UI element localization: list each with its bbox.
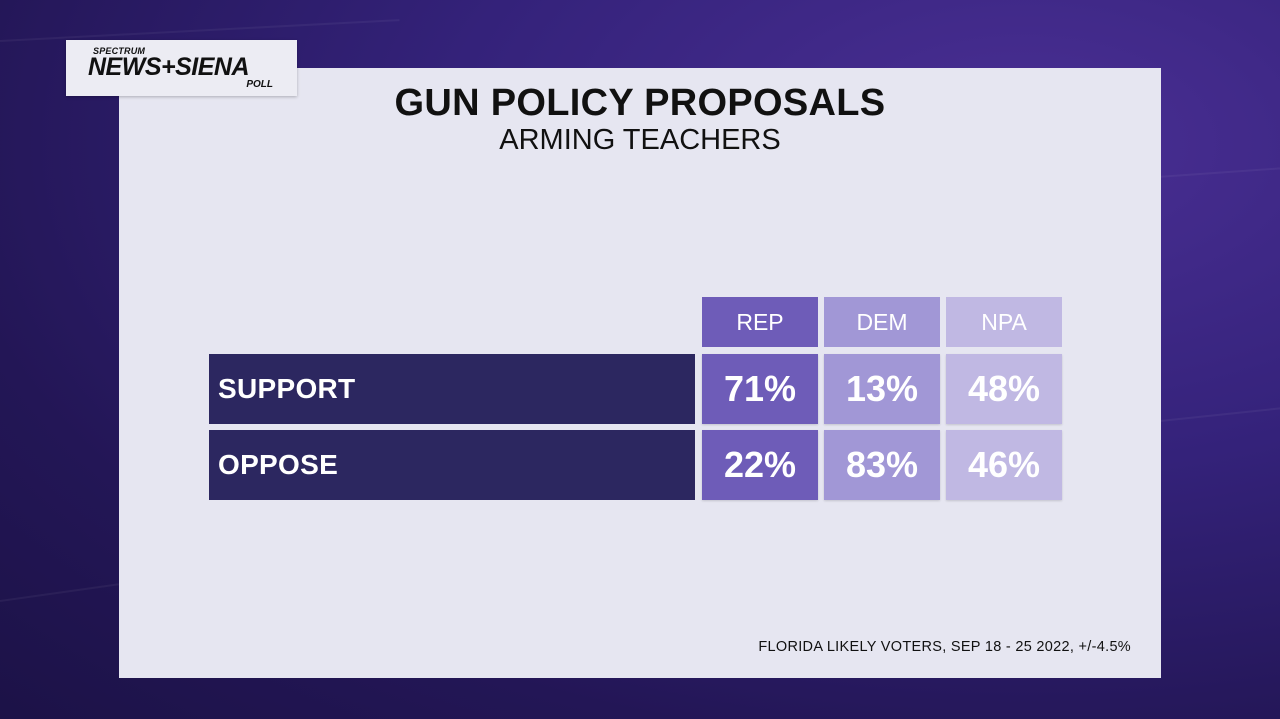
spectrum-siena-logo: SPECTRUM NEWS+SIENA POLL bbox=[66, 40, 297, 96]
cell-oppose-npa: 46% bbox=[946, 430, 1062, 500]
column-header-dem: DEM bbox=[824, 297, 940, 347]
background-streak bbox=[0, 583, 119, 602]
cell-oppose-rep: 22% bbox=[702, 430, 818, 500]
column-header-rep: REP bbox=[702, 297, 818, 347]
logo-main-text: NEWS+SIENA bbox=[88, 53, 250, 81]
row-label-oppose: OPPOSE bbox=[209, 430, 695, 500]
cell-support-npa: 48% bbox=[946, 354, 1062, 424]
column-header-npa: NPA bbox=[946, 297, 1062, 347]
background-streak bbox=[0, 19, 400, 42]
cell-support-rep: 71% bbox=[702, 354, 818, 424]
logo-sub-text: POLL bbox=[246, 79, 273, 90]
chart-title: GUN POLICY PROPOSALS bbox=[394, 82, 886, 124]
chart-subtitle: ARMING TEACHERS bbox=[499, 124, 781, 156]
row-label-support: SUPPORT bbox=[209, 354, 695, 424]
cell-support-dem: 13% bbox=[824, 354, 940, 424]
background-streak bbox=[1159, 406, 1280, 422]
logo-top-text: SPECTRUM bbox=[93, 46, 146, 56]
cell-oppose-dem: 83% bbox=[824, 430, 940, 500]
footnote-source: FLORIDA LIKELY VOTERS, SEP 18 - 25 2022,… bbox=[758, 639, 1131, 655]
